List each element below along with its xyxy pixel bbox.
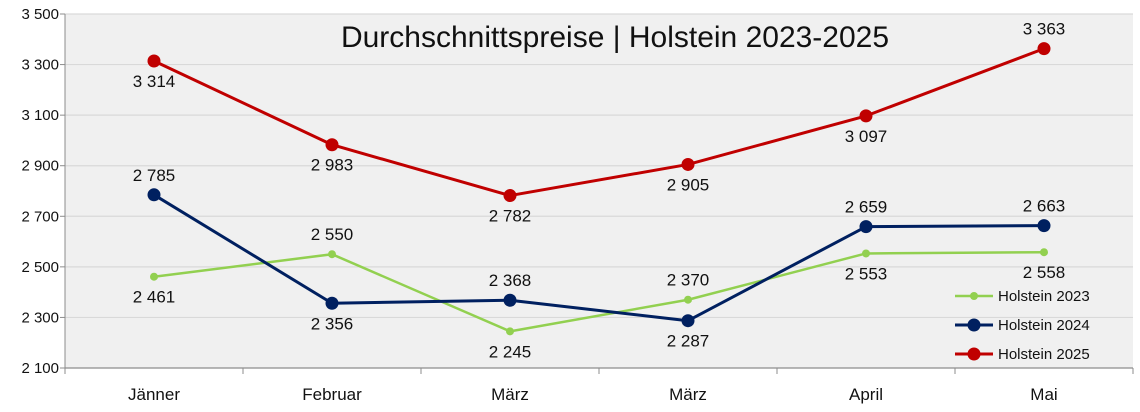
data-point	[503, 293, 517, 307]
data-label: 2 663	[1023, 197, 1066, 216]
data-point	[681, 157, 695, 171]
y-tick-label: 3 100	[21, 107, 59, 124]
data-label: 2 287	[667, 332, 710, 351]
data-point	[681, 314, 695, 328]
data-point	[862, 249, 870, 258]
y-tick-label: 2 300	[21, 309, 59, 326]
legend-label: Holstein 2025	[998, 346, 1090, 363]
y-axis-tick-labels: 2 100 2 300 2 500 2 700 2 900 3 100 3 300 3 500	[21, 6, 59, 377]
data-label: 3 363	[1023, 20, 1066, 39]
data-point	[684, 295, 692, 304]
legend-marker	[967, 347, 981, 361]
data-label: 2 558	[1023, 263, 1066, 282]
data-point	[328, 250, 336, 259]
legend-item: Holstein 2024	[955, 317, 1090, 334]
data-label: 2 461	[133, 288, 176, 307]
y-tick-label: 2 100	[21, 360, 59, 377]
data-point	[325, 138, 339, 152]
data-point	[1037, 42, 1051, 56]
data-point	[1037, 219, 1051, 233]
data-point	[506, 327, 514, 336]
data-label: 2 356	[311, 314, 354, 333]
legend: Holstein 2023 Holstein 2024 Holstein 2025	[955, 288, 1090, 363]
y-tick-label: 2 700	[21, 208, 59, 225]
data-label: 2 553	[845, 264, 888, 283]
x-axis	[64, 14, 1134, 374]
data-point	[147, 54, 161, 68]
data-label: 2 785	[133, 166, 176, 185]
data-label: 3 314	[133, 72, 176, 91]
data-label: 3 097	[845, 127, 888, 146]
legend-marker	[970, 292, 978, 300]
gridlines	[60, 13, 1133, 369]
series-line-2	[152, 193, 1046, 323]
data-point	[147, 188, 161, 202]
legend-item: Holstein 2023	[955, 288, 1090, 305]
legend-item: Holstein 2025	[955, 346, 1090, 363]
data-point	[150, 272, 158, 281]
data-point	[503, 189, 517, 203]
data-label: 2 782	[489, 207, 532, 226]
y-tick-label: 2 500	[21, 259, 59, 276]
series-group	[147, 42, 1051, 336]
chart-title: Durchschnittspreise | Holstein 2023-2025	[341, 21, 889, 54]
data-label: 2 983	[311, 156, 354, 175]
y-tick-label: 3 500	[21, 6, 59, 23]
x-category-label: Februar	[302, 385, 362, 404]
legend-marker	[967, 318, 981, 332]
legend-label: Holstein 2023	[998, 288, 1090, 305]
data-point	[325, 296, 339, 310]
series-line-3	[152, 47, 1046, 198]
data-point	[859, 109, 873, 123]
data-point	[1040, 248, 1048, 257]
data-label: 2 659	[845, 198, 888, 217]
x-category-label: Jänner	[128, 385, 180, 404]
y-tick-label: 3 300	[21, 57, 59, 74]
data-label: 2 905	[667, 175, 710, 194]
data-labels: 2 461 2 550 2 245 2 370 2 553 2 558 2 785 2 356…	[133, 20, 1066, 362]
x-axis-category-labels: Jänner Februar März März April Mai	[128, 385, 1058, 404]
data-label: 2 368	[489, 271, 532, 290]
data-label: 2 245	[489, 342, 532, 361]
x-category-label: Mai	[1030, 385, 1057, 404]
data-label: 2 370	[667, 271, 710, 290]
x-category-label: März	[491, 385, 529, 404]
y-tick-label: 2 900	[21, 158, 59, 175]
legend-label: Holstein 2024	[998, 317, 1090, 334]
series-line-1	[152, 250, 1046, 333]
data-point	[859, 220, 873, 234]
x-category-label: März	[669, 385, 707, 404]
x-category-label: April	[849, 385, 883, 404]
data-label: 2 550	[311, 225, 354, 244]
